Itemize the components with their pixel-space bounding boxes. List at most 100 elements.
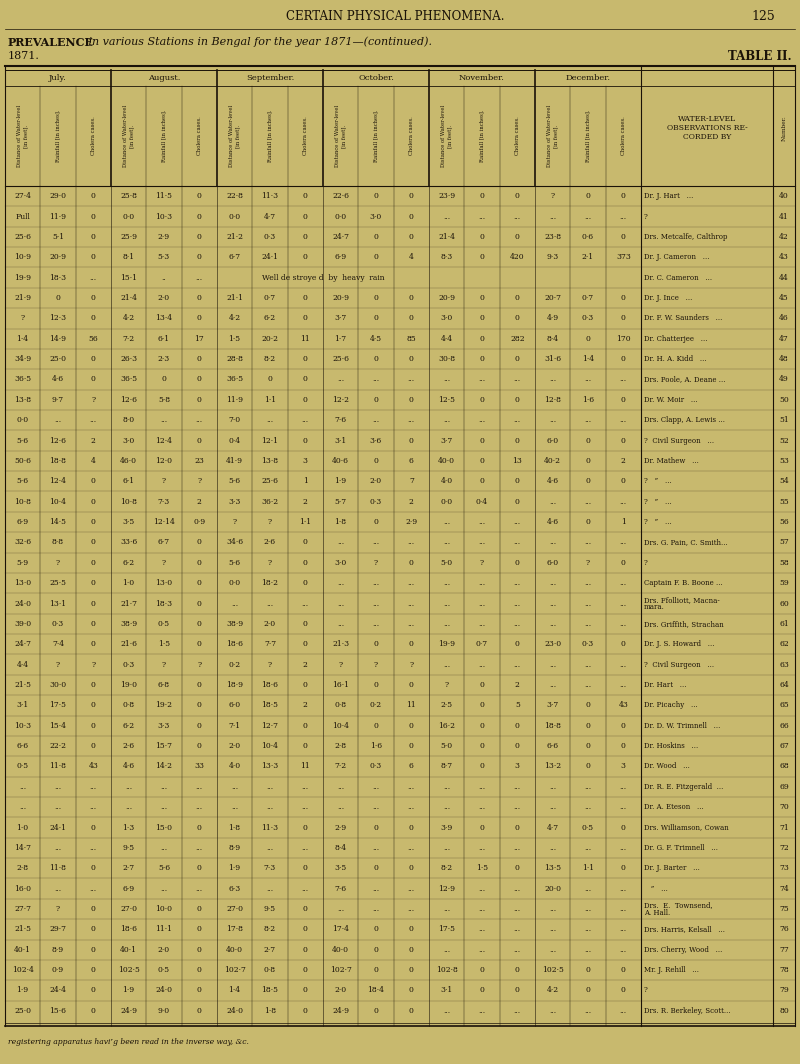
Text: 0: 0 xyxy=(479,335,485,343)
Text: 0: 0 xyxy=(197,1007,202,1015)
Text: ...: ... xyxy=(54,783,62,791)
Text: ...: ... xyxy=(514,579,521,587)
Text: 0: 0 xyxy=(621,641,626,648)
Text: CERTAIN PHYSICAL PHENOMENA.: CERTAIN PHYSICAL PHENOMENA. xyxy=(286,10,504,22)
Text: 0: 0 xyxy=(515,233,520,240)
Text: ?   ”   ...: ? ” ... xyxy=(644,478,672,485)
Text: ...: ... xyxy=(585,946,591,953)
Text: 0: 0 xyxy=(409,213,414,220)
Text: 0: 0 xyxy=(91,864,96,872)
Text: Drs. Ffolliott, Macna-: Drs. Ffolliott, Macna- xyxy=(644,596,720,604)
Text: ...: ... xyxy=(514,844,521,852)
Text: 19·0: 19·0 xyxy=(120,681,137,689)
Text: 49: 49 xyxy=(779,376,789,383)
Text: ...: ... xyxy=(620,844,627,852)
Text: 70: 70 xyxy=(779,803,789,811)
Text: 20·2: 20·2 xyxy=(262,335,278,343)
Text: Dr. H. A. Kidd   ...: Dr. H. A. Kidd ... xyxy=(644,355,706,363)
Text: 0: 0 xyxy=(374,681,378,689)
Text: 79: 79 xyxy=(779,986,789,995)
Text: ...: ... xyxy=(161,803,167,811)
Text: 0: 0 xyxy=(91,926,96,933)
Text: 0: 0 xyxy=(479,294,485,302)
Text: 0: 0 xyxy=(374,355,378,363)
Text: 0: 0 xyxy=(479,456,485,465)
Text: 0: 0 xyxy=(303,579,308,587)
Text: 17·4: 17·4 xyxy=(332,926,349,933)
Text: 0: 0 xyxy=(91,518,96,526)
Text: 6·2: 6·2 xyxy=(264,314,276,322)
Text: 56: 56 xyxy=(779,518,789,526)
Text: 21·3: 21·3 xyxy=(332,641,350,648)
Text: ...: ... xyxy=(478,946,486,953)
Text: ...: ... xyxy=(443,518,450,526)
Text: Drs. Griffith, Strachan: Drs. Griffith, Strachan xyxy=(644,620,724,628)
Text: ...: ... xyxy=(620,416,627,425)
Text: 1·0: 1·0 xyxy=(17,824,29,832)
Text: 11·1: 11·1 xyxy=(155,926,173,933)
Text: 0: 0 xyxy=(586,518,590,526)
Text: 18·8: 18·8 xyxy=(544,721,561,730)
Text: 0·9: 0·9 xyxy=(52,966,64,974)
Text: ?: ? xyxy=(550,193,554,200)
Text: 61: 61 xyxy=(779,620,789,628)
Text: 14·2: 14·2 xyxy=(155,763,173,770)
Text: ...: ... xyxy=(90,884,97,893)
Text: 7·2: 7·2 xyxy=(334,763,346,770)
Text: 2·1: 2·1 xyxy=(582,253,594,262)
Text: 1·6: 1·6 xyxy=(370,742,382,750)
Text: Distance of Water-level
[in feet].: Distance of Water-level [in feet]. xyxy=(123,105,134,167)
Text: 0: 0 xyxy=(621,986,626,995)
Text: ...: ... xyxy=(302,884,309,893)
Text: 50·6: 50·6 xyxy=(14,456,31,465)
Text: ...: ... xyxy=(620,783,627,791)
Text: ?: ? xyxy=(21,314,25,322)
Text: 0: 0 xyxy=(303,824,308,832)
Text: ...: ... xyxy=(408,905,415,913)
Text: 25·5: 25·5 xyxy=(50,579,66,587)
Text: 5: 5 xyxy=(515,701,520,710)
Text: 3·0: 3·0 xyxy=(441,314,453,322)
Text: 1·4: 1·4 xyxy=(229,986,241,995)
Text: 0: 0 xyxy=(197,355,202,363)
Text: 18·2: 18·2 xyxy=(262,579,278,587)
Text: 0: 0 xyxy=(91,294,96,302)
Text: 0: 0 xyxy=(586,721,590,730)
Text: 0: 0 xyxy=(197,966,202,974)
Text: 102·8: 102·8 xyxy=(436,966,458,974)
Text: 56: 56 xyxy=(89,335,98,343)
Text: 41: 41 xyxy=(779,213,789,220)
Text: 0: 0 xyxy=(91,538,96,547)
Text: 16·1: 16·1 xyxy=(332,681,349,689)
Text: ...: ... xyxy=(514,783,521,791)
Text: 4·2: 4·2 xyxy=(122,314,134,322)
Text: 0·3: 0·3 xyxy=(582,641,594,648)
Text: 2·3: 2·3 xyxy=(158,355,170,363)
Text: 7·6: 7·6 xyxy=(334,416,346,425)
Text: Dr. J. Ince   ...: Dr. J. Ince ... xyxy=(644,294,692,302)
Text: ...: ... xyxy=(408,783,415,791)
Text: 77: 77 xyxy=(779,946,789,953)
Text: 38·9: 38·9 xyxy=(226,620,243,628)
Text: 54: 54 xyxy=(779,478,789,485)
Text: 25·6: 25·6 xyxy=(332,355,349,363)
Text: 0: 0 xyxy=(91,376,96,383)
Text: ...: ... xyxy=(549,213,556,220)
Text: ...: ... xyxy=(478,599,486,608)
Text: Drs.  E.  Townsend,: Drs. E. Townsend, xyxy=(644,901,713,910)
Text: ...: ... xyxy=(549,783,556,791)
Text: 0: 0 xyxy=(303,620,308,628)
Text: 0: 0 xyxy=(303,213,308,220)
Text: 20·9: 20·9 xyxy=(438,294,455,302)
Text: 0·7: 0·7 xyxy=(264,294,276,302)
Text: 23·8: 23·8 xyxy=(544,233,562,240)
Text: ...: ... xyxy=(585,1007,591,1015)
Text: ...: ... xyxy=(19,803,26,811)
Text: 11·8: 11·8 xyxy=(50,864,66,872)
Text: Rainfall [in inches].: Rainfall [in inches]. xyxy=(479,110,485,162)
Text: PREVALENCE: PREVALENCE xyxy=(8,36,94,48)
Text: 1·7: 1·7 xyxy=(334,335,346,343)
Text: 0: 0 xyxy=(197,396,202,404)
Text: 36·5: 36·5 xyxy=(14,376,31,383)
Text: 21·2: 21·2 xyxy=(226,233,243,240)
